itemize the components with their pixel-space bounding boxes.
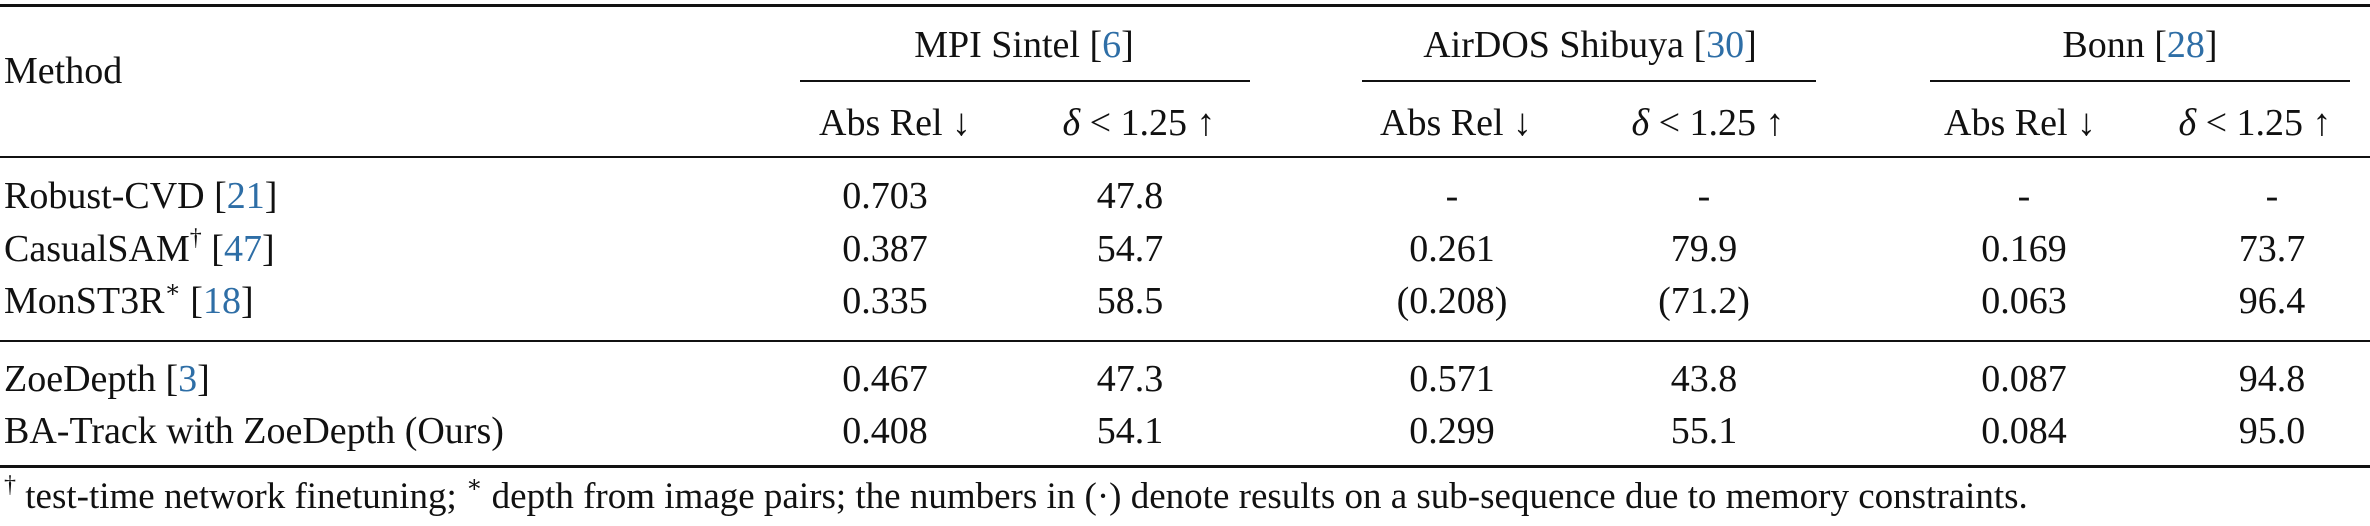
table-cell: 47.8 (1096, 175, 1164, 217)
table-cell: 0.703 (842, 175, 928, 217)
citation-link[interactable]: 21 (226, 175, 265, 217)
table-cell: 0.261 (1409, 228, 1495, 270)
group-underline-sintel (800, 80, 1250, 82)
metric-header-delta-bonn: δ < 1.25 ↑ (2178, 102, 2332, 144)
table-cell: 0.571 (1409, 358, 1495, 400)
table-cell: 55.1 (1670, 410, 1738, 452)
citation-link[interactable]: 28 (2166, 24, 2205, 66)
table-cell: (71.2) (1658, 280, 1750, 322)
group-header-airdos: AirDOS Shibuya [30] (1423, 24, 1757, 66)
table-cell: 47.3 (1096, 358, 1164, 400)
metric-header-absrel-bonn: Abs Rel ↓ (1944, 102, 2096, 144)
method-name: MonST3R∗ [18] (4, 277, 254, 322)
table-cell: 0.084 (1981, 410, 2067, 452)
table-cell: 0.169 (1981, 228, 2067, 270)
method-name: CasualSAM† [47] (4, 225, 275, 270)
table-cell: (0.208) (1396, 280, 1508, 322)
citation-link[interactable]: 18 (202, 280, 241, 322)
table-cell: 0.299 (1409, 410, 1495, 452)
table-cell: 0.408 (842, 410, 928, 452)
group-underline-airdos (1362, 80, 1816, 82)
metric-header-absrel-sintel: Abs Rel ↓ (819, 102, 971, 144)
table-cell: 58.5 (1096, 280, 1164, 322)
method-name: ZoeDepth [3] (4, 358, 210, 400)
top-rule (0, 4, 2370, 7)
table-cell: 0.387 (842, 228, 928, 270)
citation-link[interactable]: 6 (1102, 24, 1122, 66)
table-cell: 54.7 (1096, 228, 1164, 270)
metric-header-absrel-airdos: Abs Rel ↓ (1380, 102, 1532, 144)
method-name: Robust-CVD [21] (4, 175, 278, 217)
table-cell: 96.4 (2238, 280, 2306, 322)
header-rule (0, 156, 2370, 158)
table-footnote: † test-time network finetuning; ∗ depth … (4, 472, 2028, 517)
group-header-bonn: Bonn [28] (2062, 24, 2218, 66)
table-cell: - (2017, 175, 2031, 217)
method-name: BA-Track with ZoeDepth (Ours) (4, 410, 504, 452)
citation-link[interactable]: 30 (1706, 24, 1745, 66)
table-cell: 0.063 (1981, 280, 2067, 322)
group-underline-bonn (1930, 80, 2350, 82)
group-header-sintel: MPI Sintel [6] (914, 24, 1134, 66)
table-cell: 54.1 (1096, 410, 1164, 452)
metric-header-delta-sintel: δ < 1.25 ↑ (1062, 102, 1216, 144)
table-cell: 0.467 (842, 358, 928, 400)
table-cell: 0.087 (1981, 358, 2067, 400)
method-header: Method (4, 50, 123, 92)
bottom-rule (0, 465, 2370, 468)
section-rule (0, 340, 2370, 342)
table-cell: - (1445, 175, 1459, 217)
table-cell: 73.7 (2238, 228, 2306, 270)
metric-header-delta-airdos: δ < 1.25 ↑ (1631, 102, 1785, 144)
citation-link[interactable]: 3 (178, 358, 198, 400)
citation-link[interactable]: 47 (223, 228, 262, 270)
table-cell: 79.9 (1670, 228, 1738, 270)
table-cell: - (1697, 175, 1711, 217)
table-cell: 95.0 (2238, 410, 2306, 452)
table-cell: 94.8 (2238, 358, 2306, 400)
table-cell: 0.335 (842, 280, 928, 322)
table-cell: 43.8 (1670, 358, 1738, 400)
table-cell: - (2265, 175, 2279, 217)
